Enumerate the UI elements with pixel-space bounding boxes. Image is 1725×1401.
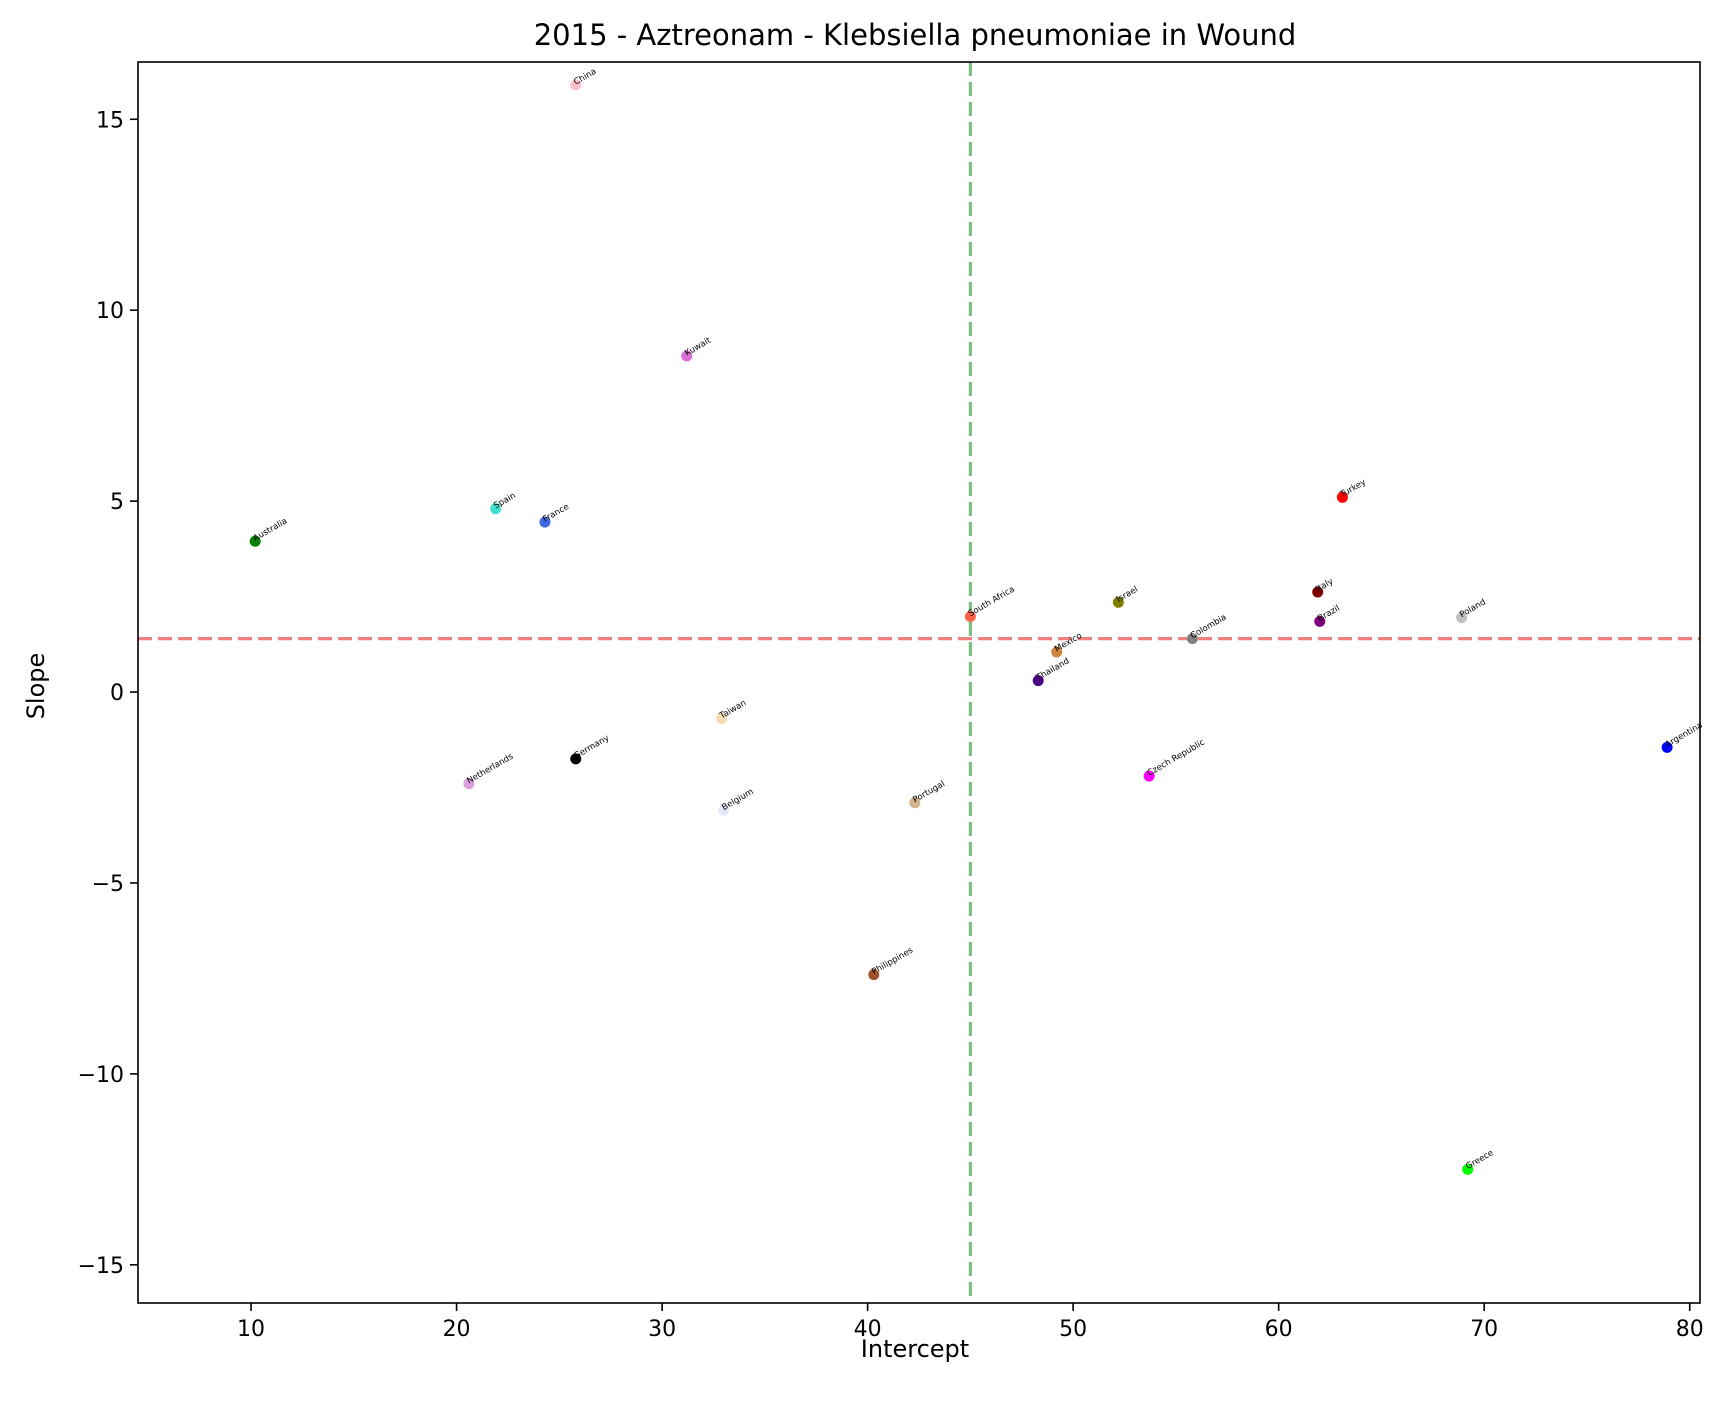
point-france <box>539 516 551 528</box>
y-tick-label: −15 <box>78 1254 124 1279</box>
point-germany <box>570 753 582 765</box>
y-tick-label: −5 <box>92 872 124 897</box>
point-portugal <box>909 797 921 809</box>
point-belgium <box>718 804 730 816</box>
y-tick-label: −10 <box>78 1063 124 1088</box>
y-axis-ticks: −15 −10 −5 0 5 10 15 <box>78 108 138 1279</box>
point-czech-republic <box>1143 770 1155 782</box>
x-tick-label: 60 <box>1265 1317 1293 1342</box>
point-philippines <box>868 969 880 981</box>
plot-frame <box>137 61 1701 1304</box>
x-tick-label: 50 <box>1059 1317 1087 1342</box>
y-tick-label: 15 <box>96 108 124 133</box>
point-greece <box>1462 1163 1474 1175</box>
point-china <box>570 79 582 91</box>
x-tick-label: 10 <box>237 1317 265 1342</box>
x-tick-label: 40 <box>854 1317 882 1342</box>
y-tick-label: 0 <box>110 681 124 706</box>
point-mexico <box>1051 646 1063 658</box>
y-tick-label: 10 <box>96 299 124 324</box>
x-axis-label: Intercept <box>861 1335 969 1363</box>
point-turkey <box>1336 491 1348 503</box>
point-argentina <box>1661 741 1673 753</box>
x-tick-label: 70 <box>1470 1317 1498 1342</box>
point-thailand <box>1032 675 1044 687</box>
x-axis-ticks: 10 20 30 40 50 60 70 80 <box>237 1303 1704 1342</box>
x-tick-label: 80 <box>1676 1317 1704 1342</box>
y-tick-label: 5 <box>110 490 124 515</box>
point-australia <box>249 535 261 547</box>
point-brazil <box>1314 615 1326 627</box>
point-israel <box>1112 596 1124 608</box>
point-italy <box>1312 586 1324 598</box>
point-netherlands <box>463 778 475 790</box>
y-axis-label: Slope <box>22 653 50 720</box>
point-taiwan <box>716 713 728 725</box>
point-spain <box>490 503 502 515</box>
x-tick-label: 20 <box>443 1317 471 1342</box>
point-south-africa <box>964 610 976 622</box>
point-kuwait <box>681 350 693 362</box>
chart-title: 2015 - Aztreonam - Klebsiella pneumoniae… <box>534 18 1297 52</box>
point-colombia <box>1186 633 1198 645</box>
x-tick-label: 30 <box>648 1317 676 1342</box>
point-poland <box>1456 612 1468 624</box>
